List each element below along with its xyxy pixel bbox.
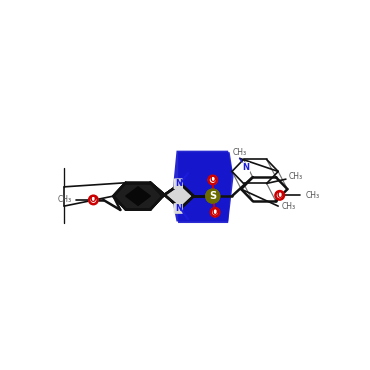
Circle shape [206, 189, 220, 203]
Polygon shape [126, 187, 150, 205]
Circle shape [208, 176, 217, 184]
Text: O: O [212, 208, 218, 217]
Polygon shape [150, 183, 194, 208]
Text: O: O [90, 195, 97, 205]
Text: N: N [242, 163, 249, 172]
Text: N: N [174, 204, 182, 213]
Polygon shape [113, 183, 163, 209]
Polygon shape [178, 152, 233, 223]
Text: O: O [209, 175, 216, 184]
Text: CH₃: CH₃ [233, 148, 247, 157]
Text: CH₃: CH₃ [306, 191, 320, 200]
Text: CH₃: CH₃ [282, 202, 296, 211]
Text: S: S [209, 191, 216, 201]
Polygon shape [172, 151, 232, 222]
Polygon shape [113, 183, 163, 209]
Circle shape [209, 176, 216, 184]
Circle shape [90, 196, 97, 204]
Text: S: S [209, 191, 216, 201]
Text: N: N [174, 179, 182, 188]
Text: O: O [209, 175, 216, 184]
Circle shape [89, 196, 98, 204]
Text: N: N [175, 204, 182, 213]
Circle shape [276, 191, 284, 199]
Text: O: O [276, 191, 283, 200]
Text: N: N [175, 179, 182, 188]
Text: CH₃: CH₃ [58, 195, 72, 205]
Circle shape [206, 189, 220, 203]
Text: O: O [276, 191, 283, 200]
Text: CH₃: CH₃ [289, 172, 303, 181]
Circle shape [211, 208, 219, 216]
Circle shape [276, 191, 283, 199]
Circle shape [211, 208, 219, 216]
Polygon shape [150, 183, 194, 208]
Text: O: O [90, 195, 97, 205]
Polygon shape [126, 187, 150, 205]
Text: O: O [212, 208, 218, 217]
